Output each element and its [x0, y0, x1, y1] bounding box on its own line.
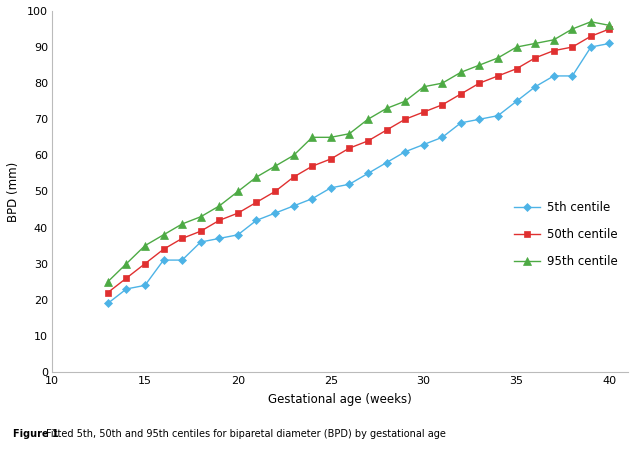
- 5th centile: [606, 41, 613, 46]
- Y-axis label: BPD (mm): BPD (mm): [7, 161, 20, 222]
- 50th centile: [568, 44, 576, 50]
- 95th centile: [364, 117, 371, 122]
- 50th centile: [457, 91, 465, 97]
- 95th centile: [234, 189, 242, 194]
- 5th centile: [234, 232, 242, 238]
- 50th centile: [327, 156, 335, 162]
- 50th centile: [476, 80, 483, 86]
- 5th centile: [457, 120, 465, 126]
- 95th centile: [104, 279, 112, 285]
- 95th centile: [197, 214, 204, 220]
- 5th centile: [327, 185, 335, 190]
- Text: Figure 1: Figure 1: [13, 429, 62, 439]
- 50th centile: [550, 48, 558, 53]
- 50th centile: [197, 229, 204, 234]
- 50th centile: [160, 247, 168, 252]
- 5th centile: [160, 257, 168, 263]
- 5th centile: [476, 117, 483, 122]
- 50th centile: [383, 128, 391, 133]
- 5th centile: [290, 203, 297, 209]
- 50th centile: [364, 138, 371, 144]
- 95th centile: [383, 106, 391, 111]
- Line: 5th centile: 5th centile: [105, 40, 613, 307]
- 50th centile: [290, 174, 297, 180]
- Line: 50th centile: 50th centile: [105, 26, 613, 296]
- 95th centile: [438, 80, 446, 86]
- 50th centile: [309, 163, 316, 169]
- 95th centile: [420, 84, 427, 89]
- 95th centile: [401, 98, 409, 104]
- 5th centile: [215, 236, 223, 241]
- 5th centile: [364, 171, 371, 176]
- 5th centile: [531, 84, 539, 89]
- 50th centile: [253, 200, 260, 205]
- 5th centile: [253, 218, 260, 223]
- X-axis label: Gestational age (weeks): Gestational age (weeks): [268, 393, 412, 406]
- 95th centile: [531, 41, 539, 46]
- 95th centile: [606, 23, 613, 28]
- 50th centile: [123, 275, 130, 281]
- 5th centile: [104, 301, 112, 306]
- 50th centile: [345, 145, 353, 151]
- 95th centile: [290, 153, 297, 158]
- 50th centile: [587, 34, 595, 39]
- 50th centile: [531, 55, 539, 61]
- 5th centile: [197, 239, 204, 245]
- 95th centile: [457, 70, 465, 75]
- 50th centile: [215, 218, 223, 223]
- 5th centile: [383, 160, 391, 165]
- 50th centile: [512, 66, 520, 71]
- 5th centile: [512, 98, 520, 104]
- 50th centile: [494, 73, 502, 79]
- 95th centile: [123, 261, 130, 266]
- 5th centile: [178, 257, 186, 263]
- 50th centile: [401, 117, 409, 122]
- 50th centile: [234, 211, 242, 216]
- 5th centile: [438, 135, 446, 140]
- 50th centile: [606, 26, 613, 32]
- 95th centile: [309, 135, 316, 140]
- 95th centile: [550, 37, 558, 43]
- 50th centile: [178, 236, 186, 241]
- 50th centile: [438, 102, 446, 107]
- 95th centile: [253, 174, 260, 180]
- Text: Fitted 5th, 50th and 95th centiles for biparetal diameter (BPD) by gestational a: Fitted 5th, 50th and 95th centiles for b…: [46, 429, 446, 439]
- 95th centile: [345, 131, 353, 136]
- Legend: 5th centile, 50th centile, 95th centile: 5th centile, 50th centile, 95th centile: [509, 196, 622, 273]
- 95th centile: [568, 26, 576, 32]
- 5th centile: [123, 286, 130, 292]
- 5th centile: [420, 142, 427, 147]
- 95th centile: [476, 62, 483, 68]
- 5th centile: [494, 113, 502, 119]
- 5th centile: [568, 73, 576, 79]
- 5th centile: [271, 211, 279, 216]
- 5th centile: [550, 73, 558, 79]
- 5th centile: [309, 196, 316, 202]
- 95th centile: [178, 221, 186, 227]
- 95th centile: [141, 243, 149, 248]
- 95th centile: [215, 203, 223, 209]
- 50th centile: [271, 189, 279, 194]
- 5th centile: [587, 44, 595, 50]
- 5th centile: [141, 283, 149, 288]
- 95th centile: [494, 55, 502, 61]
- 95th centile: [271, 163, 279, 169]
- Line: 95th centile: 95th centile: [104, 18, 613, 286]
- 5th centile: [345, 181, 353, 187]
- 50th centile: [104, 290, 112, 295]
- 5th centile: [401, 149, 409, 154]
- 50th centile: [420, 110, 427, 115]
- 95th centile: [327, 135, 335, 140]
- 95th centile: [160, 232, 168, 238]
- 50th centile: [141, 261, 149, 266]
- 95th centile: [587, 19, 595, 25]
- 95th centile: [512, 44, 520, 50]
